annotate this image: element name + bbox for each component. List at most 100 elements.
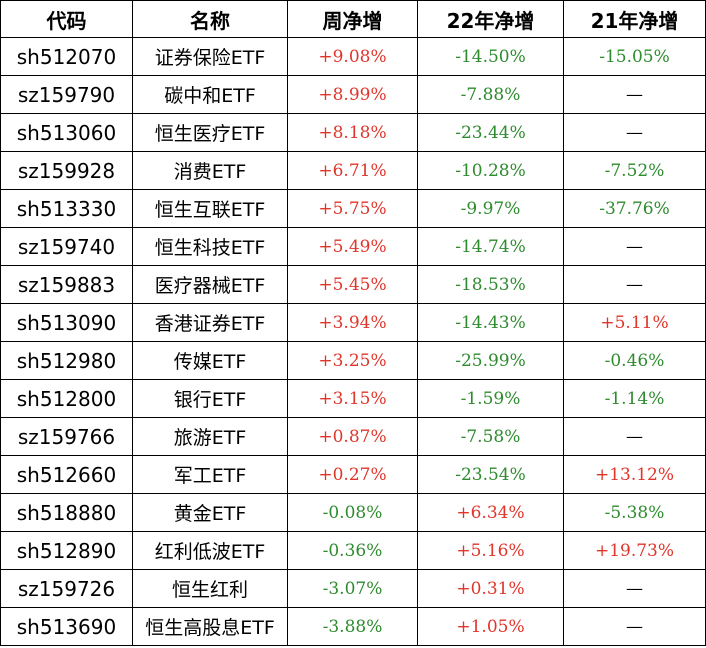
- change-2021-cell: +19.73%: [563, 531, 706, 570]
- change-2022-cell: +1.05%: [417, 607, 564, 646]
- table-row: sh513060 恒生医疗ETF +8.18% -23.44% —: [0, 113, 706, 152]
- table-row: sh513330 恒生互联ETF +5.75% -9.97% -37.76%: [0, 189, 706, 228]
- name-cell: 碳中和ETF: [132, 75, 288, 114]
- name-cell: 恒生互联ETF: [132, 189, 288, 228]
- header-name: 名称: [132, 0, 288, 38]
- weekly-change-cell: +3.94%: [287, 303, 418, 342]
- name-cell: 恒生科技ETF: [132, 227, 288, 266]
- name-cell: 红利低波ETF: [132, 531, 288, 570]
- code-cell: sz159726: [0, 569, 133, 608]
- code-cell: sz159740: [0, 227, 133, 266]
- name-cell: 香港证券ETF: [132, 303, 288, 342]
- weekly-change-cell: +5.49%: [287, 227, 418, 266]
- weekly-change-cell: +8.99%: [287, 75, 418, 114]
- table-row: sh512890 红利低波ETF -0.36% +5.16% +19.73%: [0, 531, 706, 570]
- change-2021-cell: +13.12%: [563, 455, 706, 494]
- code-cell: sh512800: [0, 379, 133, 418]
- weekly-change-cell: +9.08%: [287, 37, 418, 76]
- table-row: sz159790 碳中和ETF +8.99% -7.88% —: [0, 75, 706, 114]
- change-2021-cell: —: [563, 113, 706, 152]
- code-cell: sh512980: [0, 341, 133, 380]
- weekly-change-cell: +3.15%: [287, 379, 418, 418]
- change-2021-cell: -7.52%: [563, 151, 706, 190]
- change-2022-cell: -23.44%: [417, 113, 564, 152]
- change-2021-cell: —: [563, 569, 706, 608]
- code-cell: sh512070: [0, 37, 133, 76]
- name-cell: 军工ETF: [132, 455, 288, 494]
- code-cell: sz159790: [0, 75, 133, 114]
- code-cell: sz159928: [0, 151, 133, 190]
- change-2022-cell: -14.74%: [417, 227, 564, 266]
- weekly-change-cell: +0.87%: [287, 417, 418, 456]
- change-2021-cell: -5.38%: [563, 493, 706, 532]
- table-row: sh513690 恒生高股息ETF -3.88% +1.05% —: [0, 607, 706, 646]
- change-2021-cell: -15.05%: [563, 37, 706, 76]
- header-weekly: 周净增: [287, 0, 418, 38]
- name-cell: 医疗器械ETF: [132, 265, 288, 304]
- table-row: sz159766 旅游ETF +0.87% -7.58% —: [0, 417, 706, 456]
- code-cell: sh513690: [0, 607, 133, 646]
- weekly-change-cell: +8.18%: [287, 113, 418, 152]
- change-2021-cell: —: [563, 265, 706, 304]
- name-cell: 恒生红利: [132, 569, 288, 608]
- change-2022-cell: +0.31%: [417, 569, 564, 608]
- table-row: sh518880 黄金ETF -0.08% +6.34% -5.38%: [0, 493, 706, 532]
- weekly-change-cell: -3.88%: [287, 607, 418, 646]
- weekly-change-cell: +6.71%: [287, 151, 418, 190]
- code-cell: sz159766: [0, 417, 133, 456]
- change-2022-cell: +6.34%: [417, 493, 564, 532]
- code-cell: sh513090: [0, 303, 133, 342]
- change-2022-cell: -10.28%: [417, 151, 564, 190]
- code-cell: sz159883: [0, 265, 133, 304]
- weekly-change-cell: +5.75%: [287, 189, 418, 228]
- change-2021-cell: -37.76%: [563, 189, 706, 228]
- change-2022-cell: -14.43%: [417, 303, 564, 342]
- change-2021-cell: —: [563, 75, 706, 114]
- weekly-change-cell: -3.07%: [287, 569, 418, 608]
- name-cell: 黄金ETF: [132, 493, 288, 532]
- header-row: 代码 名称 周净增 22年净增 21年净增: [0, 0, 706, 38]
- table-row: sz159726 恒生红利 -3.07% +0.31% —: [0, 569, 706, 608]
- table-row: sh512800 银行ETF +3.15% -1.59% -1.14%: [0, 379, 706, 418]
- code-cell: sh512890: [0, 531, 133, 570]
- name-cell: 证券保险ETF: [132, 37, 288, 76]
- change-2022-cell: -1.59%: [417, 379, 564, 418]
- weekly-change-cell: -0.08%: [287, 493, 418, 532]
- table-row: sz159928 消费ETF +6.71% -10.28% -7.52%: [0, 151, 706, 190]
- weekly-change-cell: +3.25%: [287, 341, 418, 380]
- change-2022-cell: -25.99%: [417, 341, 564, 380]
- change-2022-cell: -23.54%: [417, 455, 564, 494]
- change-2022-cell: -14.50%: [417, 37, 564, 76]
- change-2022-cell: -7.58%: [417, 417, 564, 456]
- change-2021-cell: -0.46%: [563, 341, 706, 380]
- name-cell: 恒生医疗ETF: [132, 113, 288, 152]
- change-2021-cell: —: [563, 417, 706, 456]
- weekly-change-cell: +0.27%: [287, 455, 418, 494]
- code-cell: sh513330: [0, 189, 133, 228]
- change-2022-cell: +5.16%: [417, 531, 564, 570]
- change-2021-cell: —: [563, 607, 706, 646]
- table-row: sz159740 恒生科技ETF +5.49% -14.74% —: [0, 227, 706, 266]
- table-row: sh512070 证券保险ETF +9.08% -14.50% -15.05%: [0, 37, 706, 76]
- name-cell: 消费ETF: [132, 151, 288, 190]
- table-row: sh512980 传媒ETF +3.25% -25.99% -0.46%: [0, 341, 706, 380]
- table-row: sz159883 医疗器械ETF +5.45% -18.53% —: [0, 265, 706, 304]
- change-2021-cell: +5.11%: [563, 303, 706, 342]
- name-cell: 恒生高股息ETF: [132, 607, 288, 646]
- code-cell: sh513060: [0, 113, 133, 152]
- change-2021-cell: —: [563, 227, 706, 266]
- code-cell: sh518880: [0, 493, 133, 532]
- change-2022-cell: -7.88%: [417, 75, 564, 114]
- name-cell: 传媒ETF: [132, 341, 288, 380]
- change-2022-cell: -18.53%: [417, 265, 564, 304]
- change-2021-cell: -1.14%: [563, 379, 706, 418]
- table-body: sh512070 证券保险ETF +9.08% -14.50% -15.05% sz159…: [0, 37, 706, 646]
- name-cell: 旅游ETF: [132, 417, 288, 456]
- change-2022-cell: -9.97%: [417, 189, 564, 228]
- weekly-change-cell: -0.36%: [287, 531, 418, 570]
- code-cell: sh512660: [0, 455, 133, 494]
- table-row: sh512660 军工ETF +0.27% -23.54% +13.12%: [0, 455, 706, 494]
- table-row: sh513090 香港证券ETF +3.94% -14.43% +5.11%: [0, 303, 706, 342]
- header-21: 21年净增: [563, 0, 706, 38]
